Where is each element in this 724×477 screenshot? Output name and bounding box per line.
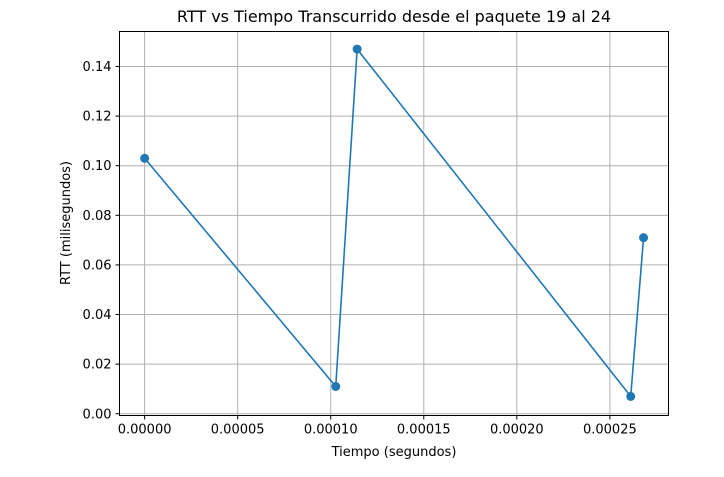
y-axis-label: RTT (milisegundos) xyxy=(59,161,74,285)
data-point xyxy=(639,233,649,243)
x-axis: 0.00000 0.00005 0.00010 0.00015 0.00020 0.000… xyxy=(118,415,637,438)
y-axis: 0.00 0.02 0.04 0.06 0.08 0.10 0.12 0.14 xyxy=(83,60,120,422)
y-tick-label: 0.04 xyxy=(83,308,112,323)
grid xyxy=(119,31,669,416)
x-tick-label: 0.00015 xyxy=(397,423,451,438)
y-tick-label: 0.14 xyxy=(83,60,112,75)
x-tick-label: 0.00005 xyxy=(211,423,265,438)
x-tick-label: 0.00025 xyxy=(583,423,637,438)
plot-frame xyxy=(119,31,669,416)
series-line xyxy=(144,46,645,399)
y-tick-label: 0.08 xyxy=(83,209,112,224)
x-tick-label: 0.00010 xyxy=(304,423,358,438)
x-axis-label: Tiempo (segundos) xyxy=(331,445,457,460)
y-tick-label: 0.10 xyxy=(83,159,112,174)
data-point xyxy=(352,44,362,54)
chart-title: RTT vs Tiempo Transcurrido desde el paqu… xyxy=(177,7,611,26)
x-tick-label: 0.00000 xyxy=(118,423,172,438)
y-tick-label: 0.02 xyxy=(83,358,112,373)
y-tick-label: 0.00 xyxy=(83,407,112,422)
data-point xyxy=(331,381,341,391)
y-tick-label: 0.12 xyxy=(83,110,112,125)
series-layer xyxy=(140,44,649,401)
y-tick-label: 0.06 xyxy=(83,258,112,273)
data-point xyxy=(626,391,636,401)
data-point xyxy=(140,153,150,163)
x-tick-label: 0.00020 xyxy=(490,423,544,438)
